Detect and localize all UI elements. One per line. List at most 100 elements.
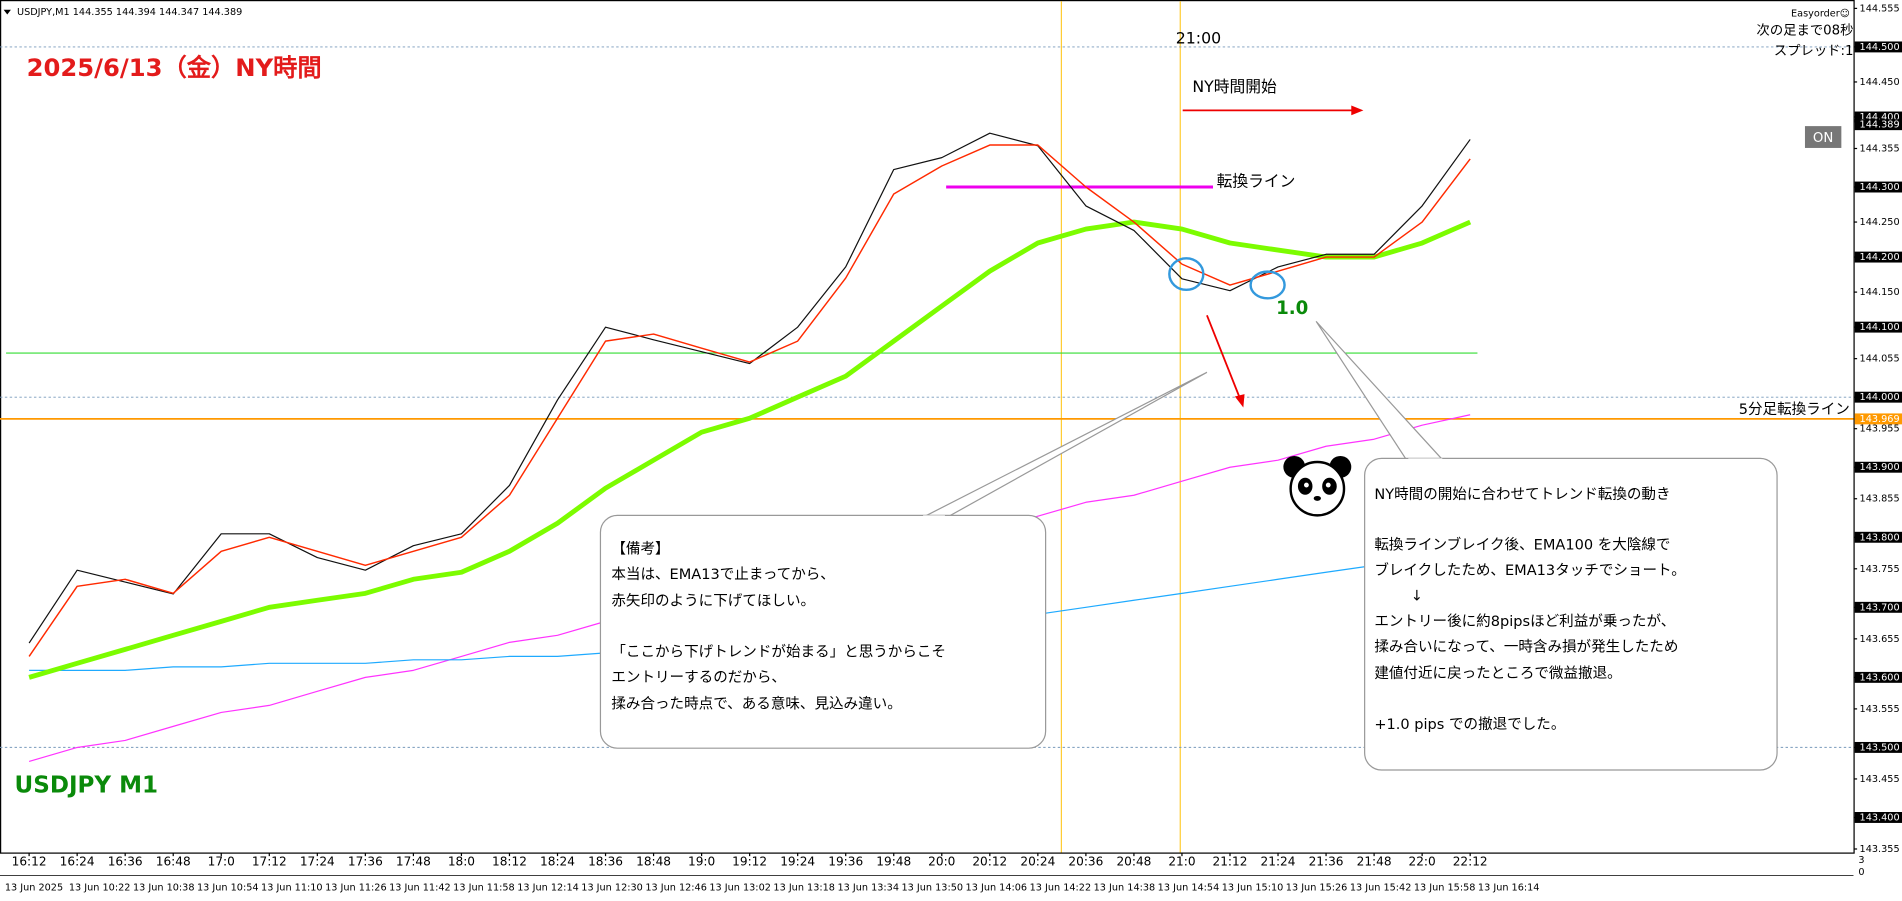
x-tick-label: 20:24 [1020, 855, 1055, 869]
note-line: エントリーするのだから、 [611, 669, 786, 686]
arrow-head [1234, 394, 1245, 408]
on-button-label[interactable]: ON [1813, 131, 1833, 146]
plugin-name: Easyorder☺ [1791, 8, 1850, 19]
date-label: 13 Jun 14:06 [966, 883, 1028, 894]
entry-circle [1168, 257, 1205, 292]
turn-line-label: 転換ライン [1217, 171, 1296, 190]
x-tick-label: 19:48 [876, 855, 911, 869]
date-label: 13 Jun 13:18 [773, 883, 835, 894]
ny-open-label: NY時間開始 [1192, 77, 1277, 96]
y-tick-label: 143.655 [1860, 634, 1900, 645]
symbol-info: USDJPY,M1 144.355 144.394 144.347 144.38… [17, 7, 242, 18]
date-label: 13 Jun 13:34 [837, 883, 899, 894]
price-tag [1854, 671, 1902, 683]
note-line: 「ここから下げトレンドが始まる」と思うからこそ [611, 643, 946, 660]
level-price-label: 143.969 [1860, 414, 1900, 425]
price-tag [1854, 321, 1902, 333]
y-tick-label: 143.355 [1860, 844, 1900, 855]
price-tag [1854, 41, 1902, 53]
date-label: 13 Jun 14:22 [1030, 883, 1092, 894]
date-label: 13 Jun 10:22 [69, 883, 131, 894]
y-tick-label: 144.300 [1860, 182, 1900, 193]
price-tag [1854, 531, 1902, 543]
y-tick-label: 144.250 [1860, 217, 1900, 228]
x-tick-label: 22:0 [1409, 855, 1436, 869]
price-tag [1854, 601, 1902, 613]
note-line: 建値付近に戻ったところで微益撤退。 [1374, 665, 1621, 682]
x-tick-label: 19:24 [780, 855, 815, 869]
time-mark: 21:00 [1176, 28, 1221, 47]
x-tick-label: 16:36 [108, 855, 143, 869]
y-tick-label: 144.555 [1860, 3, 1900, 14]
price-tag [1854, 181, 1902, 193]
date-label: 13 Jun 10:38 [133, 883, 195, 894]
y-tick-label: 143.800 [1860, 532, 1900, 543]
date-label: 13 Jun 2025 [5, 883, 63, 894]
date-label: 13 Jun 11:42 [389, 883, 451, 894]
current-price-label: 144.389 [1860, 120, 1900, 131]
x-tick-label: 17:0 [208, 855, 235, 869]
x-tick-label: 20:48 [1116, 855, 1151, 869]
note-line: エントリー後に約8pipsほど利益が乗ったが、 [1374, 613, 1675, 630]
date-label: 13 Jun 11:26 [325, 883, 387, 894]
x-tick-label: 18:12 [492, 855, 527, 869]
price-tag [1854, 413, 1902, 425]
date-label: 13 Jun 15:58 [1414, 883, 1476, 894]
date-label: 13 Jun 15:10 [1222, 883, 1284, 894]
y-tick-label: 143.600 [1860, 672, 1900, 683]
y-tick-label: 143.755 [1860, 564, 1900, 575]
note-line: 転換ラインブレイク後、EMA100 を大陰線で [1374, 536, 1670, 554]
note-line: 揉み合いになって、一時含み損が発生したため [1374, 639, 1678, 656]
y-tick-label: 143.400 [1860, 812, 1900, 823]
note-line: +1.0 pips での撤退でした。 [1374, 716, 1565, 733]
x-tick-label: 21:36 [1309, 855, 1344, 869]
y-tick-label: 143.455 [1860, 774, 1900, 785]
note-box [599, 514, 1047, 749]
y-tick-label: 143.555 [1860, 704, 1900, 715]
date-label: 13 Jun 11:58 [453, 883, 515, 894]
turn-level-label: 5分足転換ライン [1739, 401, 1850, 418]
x-tick-label: 20:12 [972, 855, 1007, 869]
x-tick-label: 20:0 [928, 855, 955, 869]
result-label: 1.0 [1276, 298, 1308, 319]
subpanel-max: 3 [1858, 855, 1864, 866]
y-tick-label: 143.500 [1860, 742, 1900, 753]
y-tick-label: 144.450 [1860, 77, 1900, 88]
subpanel-min: 0 [1858, 867, 1864, 878]
note-line: 揉み合った時点で、ある意味、見込み違い。 [611, 695, 901, 713]
x-tick-label: 22:12 [1453, 855, 1488, 869]
x-tick-label: 17:24 [300, 855, 335, 869]
x-tick-label: 18:36 [588, 855, 623, 869]
series-line [28, 144, 1471, 657]
x-tick-label: 16:48 [156, 855, 191, 869]
x-tick-label: 17:36 [348, 855, 383, 869]
chart-title: 2025/6/13（金）NY時間 [27, 53, 322, 82]
y-tick-label: 143.900 [1860, 462, 1900, 473]
x-tick-label: 19:0 [688, 855, 715, 869]
date-label: 13 Jun 14:54 [1158, 883, 1220, 894]
note-line: 【備考】 [611, 540, 669, 557]
date-label: 13 Jun 13:50 [902, 883, 964, 894]
x-tick-label: 17:48 [396, 855, 431, 869]
date-label: 13 Jun 12:46 [645, 883, 707, 894]
x-tick-label: 18:0 [448, 855, 475, 869]
y-tick-label: 144.500 [1860, 42, 1900, 53]
x-tick-label: 21:0 [1168, 855, 1195, 869]
y-tick-label: 144.355 [1860, 144, 1900, 155]
x-tick-label: 16:24 [60, 855, 95, 869]
date-label: 13 Jun 15:42 [1350, 883, 1412, 894]
spread: スプレッド:1 [1774, 43, 1854, 59]
y-tick-label: 144.200 [1860, 252, 1900, 263]
y-tick-label: 143.955 [1860, 424, 1900, 435]
menu-icon [3, 9, 11, 15]
panda-icon [1283, 455, 1352, 517]
on-button[interactable] [1804, 126, 1842, 148]
x-tick-label: 18:24 [540, 855, 575, 869]
date-label: 13 Jun 12:14 [517, 883, 579, 894]
watermark: USDJPY M1 [15, 772, 159, 798]
y-tick-label: 144.000 [1860, 392, 1900, 403]
x-tick-label: 17:12 [252, 855, 287, 869]
note-line: ブレイクしたため、EMA13タッチでショート。 [1374, 561, 1686, 579]
date-label: 13 Jun 15:26 [1286, 883, 1348, 894]
